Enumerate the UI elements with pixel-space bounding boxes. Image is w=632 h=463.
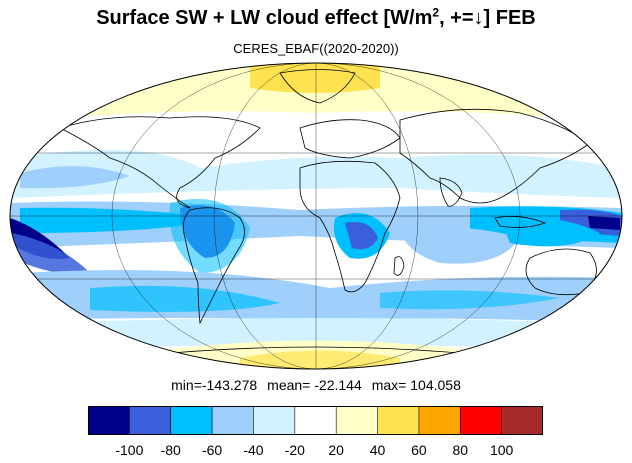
- colorbar-tick-label: 40: [369, 442, 386, 458]
- antarctic-light-blue: [40, 318, 590, 348]
- colorbar-tick-label: 20: [328, 442, 344, 458]
- southern-ocean-cyan: [90, 285, 280, 312]
- colorbar-tick-label: -80: [160, 442, 181, 458]
- india-coast: [439, 177, 463, 207]
- north-america-coast: [58, 116, 261, 209]
- madagascar-coast: [393, 256, 405, 276]
- maritime-cyan: [500, 217, 600, 247]
- indian-ocean-region: [400, 226, 520, 264]
- map-subtitle: CERES_EBAF((2020-2020)): [233, 41, 399, 56]
- colorbar-swatch: [212, 406, 254, 435]
- colorbar-tick-label: -100: [115, 442, 144, 458]
- globe-outline: [9, 62, 623, 370]
- colorbar-border: [88, 406, 543, 435]
- colorbar: [88, 406, 543, 435]
- colorbar-tick-label: 80: [452, 442, 469, 458]
- stat-max: max= 104.058: [371, 377, 461, 393]
- colorbar-swatch: [460, 406, 502, 435]
- map-title: Surface SW + LW cloud effect [W/m2, +=↓]…: [0, 5, 632, 30]
- stats-line: min=-143.278 mean= -22.144 max= 104.058: [0, 377, 632, 393]
- graticule: [10, 63, 622, 369]
- colorbar-swatch: [88, 406, 130, 435]
- colorbar-swatch: [377, 406, 420, 435]
- colorbar-tick-label: 60: [411, 442, 427, 458]
- north-pacific-blue: [20, 166, 130, 189]
- colorbar-swatch: [129, 406, 172, 435]
- stat-mean: mean= -22.144: [267, 377, 362, 393]
- east-pacific-blue: [12, 233, 90, 274]
- south-america-coast: [182, 207, 245, 325]
- colorbar-tick-label: -60: [201, 442, 223, 458]
- colorbar-swatch: [336, 406, 378, 435]
- colorbar-swatch: [418, 406, 461, 435]
- colorbar-swatch: [253, 406, 296, 435]
- mollweide-map: [9, 62, 623, 370]
- west-pacific-darkblue: [588, 216, 620, 230]
- indonesia-coast: [494, 215, 547, 228]
- colorbar-tick-label: 100: [489, 442, 514, 458]
- colorbar-tick-label: -20: [284, 442, 305, 458]
- greenland-positive: [280, 64, 380, 92]
- colorbar-tick-label: -40: [243, 442, 264, 458]
- antarctica-strong-positive: [240, 350, 400, 369]
- colorbar-swatch: [501, 406, 543, 435]
- northern-band: [10, 150, 620, 198]
- amazon-cyan: [169, 198, 250, 273]
- central-africa-blue: [345, 222, 378, 250]
- colorbar-swatch: [170, 406, 213, 435]
- map-field: [10, 63, 622, 369]
- asia-coast: [399, 108, 591, 204]
- stat-min: min=-143.278: [171, 377, 258, 393]
- colorbar-swatch: [294, 406, 337, 435]
- title-tail: , +=↓] FEB: [439, 7, 536, 29]
- africa-coast: [299, 160, 401, 293]
- south-indian-cyan: [380, 290, 560, 310]
- title-text: Surface SW + LW cloud effect [W/m: [96, 7, 433, 29]
- title-superscript: 2: [432, 5, 440, 20]
